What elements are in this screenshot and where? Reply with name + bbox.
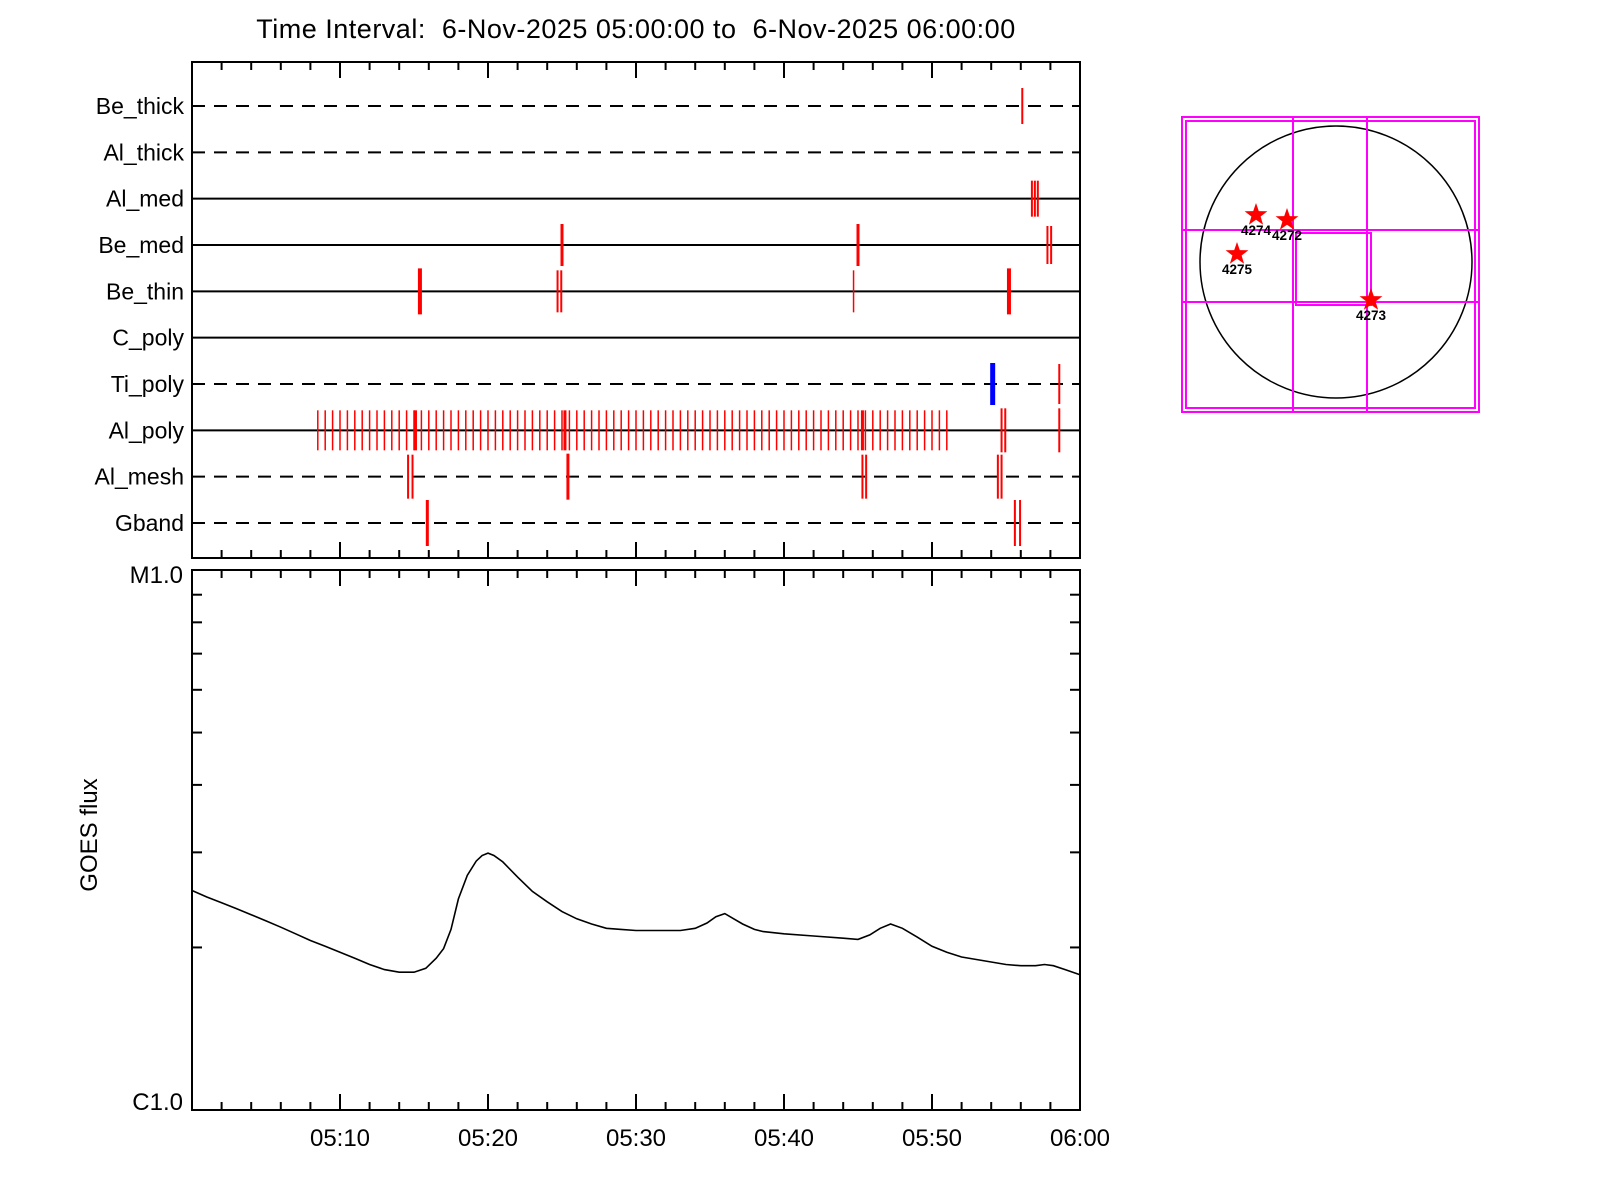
y-axis-bottom-label: C1.0 bbox=[132, 1089, 183, 1116]
filter-row-Gband: Gband bbox=[115, 499, 1080, 546]
filter-row-Ti_poly: Ti_poly bbox=[111, 362, 1080, 405]
active-region-label: 4274 bbox=[1241, 223, 1272, 238]
x-axis-label-05:20: 05:20 bbox=[458, 1125, 518, 1152]
goes-flux-curve bbox=[191, 852, 1081, 976]
filter-row-label-Be_thin: Be_thin bbox=[106, 278, 184, 304]
filter-row-label-Al_mesh: Al_mesh bbox=[95, 464, 184, 490]
fov-box bbox=[1295, 232, 1372, 306]
filter-row-Al_thick: Al_thick bbox=[103, 139, 1080, 165]
filter-row-label-Al_thick: Al_thick bbox=[103, 139, 184, 165]
active-region-star-icon bbox=[1244, 203, 1268, 225]
filter-row-label-Gband: Gband bbox=[115, 510, 184, 536]
map-outer-border bbox=[1181, 116, 1480, 413]
plot-title: Time Interval: 6-Nov-2025 05:00:00 to 6-… bbox=[256, 14, 1016, 44]
active-region-star-icon bbox=[1359, 288, 1383, 310]
x-axis-label-05:40: 05:40 bbox=[754, 1125, 814, 1152]
filter-row-Be_med: Be_med bbox=[98, 223, 1080, 266]
filter-row-Al_med: Al_med bbox=[106, 180, 1080, 217]
filter-timeline-panel bbox=[191, 61, 1081, 559]
y-axis-title: GOES flux bbox=[76, 778, 103, 891]
filter-row-Al_poly: Al_poly bbox=[109, 408, 1080, 453]
filter-row-Be_thin: Be_thin bbox=[106, 268, 1080, 315]
filter-row-label-Al_med: Al_med bbox=[106, 186, 184, 212]
solar-disk-map: 4274 4272 4275 4273 bbox=[1181, 116, 1480, 413]
map-inner-border bbox=[1185, 120, 1476, 409]
filter-row-Be_thick: Be_thick bbox=[96, 88, 1080, 124]
active-region-4274: 4274 bbox=[1241, 203, 1272, 238]
filter-row-label-C_poly: C_poly bbox=[112, 325, 184, 351]
filter-row-label-Be_med: Be_med bbox=[98, 232, 184, 258]
active-region-4272: 4272 bbox=[1272, 208, 1302, 243]
filter-row-C_poly: C_poly bbox=[112, 325, 1080, 351]
x-axis-label-05:30: 05:30 bbox=[606, 1125, 666, 1152]
active-region-label: 4272 bbox=[1272, 228, 1302, 243]
x-axis-label-05:10: 05:10 bbox=[310, 1125, 370, 1152]
filter-row-label-Al_poly: Al_poly bbox=[109, 417, 185, 443]
y-axis-top-label: M1.0 bbox=[130, 562, 183, 589]
goes-flux-panel: M1.0 C1.0 GOES flux 05:10 05:20 05:30 05:40 05:… bbox=[76, 562, 1110, 1152]
filter-row-Al_mesh: Al_mesh bbox=[95, 453, 1080, 500]
active-region-4275: 4275 bbox=[1222, 242, 1253, 277]
active-region-label: 4273 bbox=[1356, 308, 1387, 323]
active-region-label: 4275 bbox=[1222, 262, 1253, 277]
filter-row-label-Ti_poly: Ti_poly bbox=[111, 371, 185, 397]
active-region-star-icon bbox=[1275, 208, 1299, 230]
sun-limb-circle bbox=[1199, 125, 1473, 399]
x-axis-label-05:50: 05:50 bbox=[902, 1125, 962, 1152]
active-region-star-icon bbox=[1225, 242, 1249, 264]
active-region-4273: 4273 bbox=[1356, 288, 1387, 323]
x-axis-label-06:00: 06:00 bbox=[1050, 1125, 1110, 1152]
filter-row-label-Be_thick: Be_thick bbox=[96, 93, 185, 119]
